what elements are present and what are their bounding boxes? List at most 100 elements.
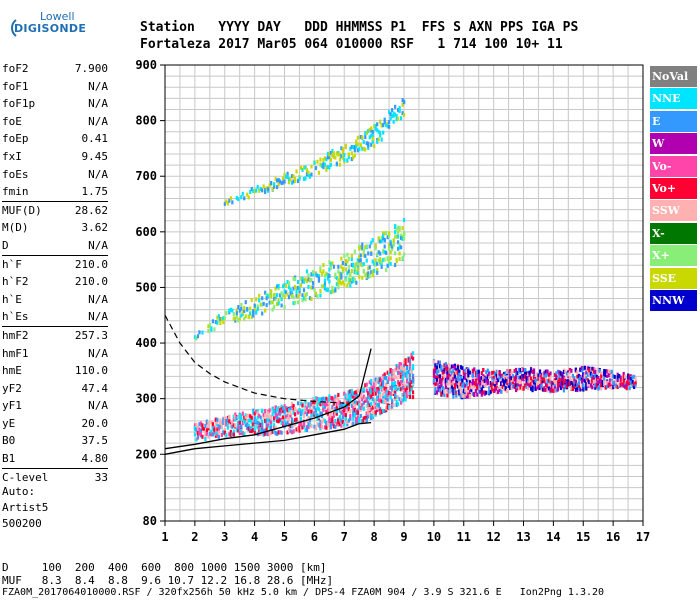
echo-point — [374, 400, 377, 405]
echo-point — [377, 380, 380, 385]
echo-point — [515, 371, 518, 376]
echo-point — [400, 368, 403, 373]
echo-point — [403, 236, 406, 241]
echo-point — [367, 391, 370, 396]
echo-point — [365, 411, 368, 416]
echo-point — [552, 382, 555, 387]
echo-point — [497, 370, 500, 375]
echo-point — [410, 355, 413, 360]
echo-point — [535, 385, 539, 390]
y-tick-label: 80 — [143, 514, 157, 528]
param-value: 257.3 — [74, 328, 108, 342]
echo-point — [231, 308, 234, 313]
echo-point — [313, 160, 316, 165]
echo-point — [246, 413, 249, 418]
echo-point — [302, 278, 306, 283]
echo-point — [589, 379, 592, 384]
echo-point — [576, 369, 579, 374]
echo-point — [392, 113, 395, 118]
echo-point — [370, 142, 373, 147]
echo-point — [515, 383, 518, 388]
echo-point — [397, 366, 400, 371]
echo-point — [510, 376, 513, 381]
echo-point — [462, 389, 465, 394]
echo-point — [547, 383, 551, 388]
echo-point — [304, 176, 307, 181]
echo-point — [523, 374, 527, 379]
param-row-yf2: yF2 47.4 — [2, 380, 108, 398]
echo-point — [244, 413, 247, 418]
echo-point — [225, 419, 228, 424]
echo-point — [295, 417, 298, 422]
echo-point — [459, 365, 462, 370]
echo-point — [358, 419, 361, 424]
echo-point — [329, 265, 333, 270]
echo-point — [332, 264, 335, 269]
echo-point — [364, 131, 367, 136]
echo-point — [196, 431, 200, 436]
echo-point — [283, 289, 286, 294]
echo-point — [401, 379, 404, 384]
echo-point — [310, 285, 313, 290]
echo-point — [609, 369, 612, 374]
echo-point — [500, 382, 503, 387]
echo-point — [391, 108, 394, 113]
echo-point — [538, 369, 542, 374]
echo-point — [307, 422, 310, 427]
echo-point — [401, 226, 404, 231]
echo-point — [273, 408, 276, 413]
echo-point — [610, 378, 613, 383]
echo-point — [217, 434, 220, 439]
param-value: 37.5 — [81, 434, 109, 448]
echo-point — [276, 302, 279, 307]
echo-point — [603, 382, 606, 387]
echo-point — [506, 375, 509, 380]
echo-point — [267, 186, 270, 191]
echo-point — [371, 392, 374, 397]
echo-point — [323, 397, 327, 402]
echo-point — [261, 311, 264, 316]
echo-point — [435, 374, 439, 379]
echo-point — [204, 437, 207, 442]
echo-point — [320, 411, 324, 416]
echo-point — [313, 410, 316, 415]
echo-point — [498, 388, 501, 393]
echo-point — [473, 381, 476, 386]
echo-point — [480, 375, 483, 380]
echo-point — [346, 252, 349, 257]
echo-point — [320, 163, 324, 168]
echo-point — [352, 394, 355, 399]
echo-point — [198, 430, 201, 435]
x-tick-label: 5 — [281, 530, 288, 544]
legend-item-ssw: SSW — [650, 200, 697, 222]
echo-point — [455, 368, 458, 373]
echo-point — [201, 423, 204, 428]
echo-point — [299, 416, 303, 421]
echo-point — [364, 147, 367, 152]
echo-point — [404, 394, 407, 399]
param-separator — [2, 200, 108, 202]
echo-point — [205, 428, 209, 433]
echo-point — [364, 415, 367, 420]
echo-point — [507, 381, 510, 386]
echo-point — [382, 386, 385, 391]
echo-point — [370, 401, 373, 406]
echo-point — [403, 99, 406, 104]
echo-point — [385, 397, 388, 402]
echo-point — [388, 120, 391, 125]
echo-point — [322, 396, 325, 401]
y-tick-label: 500 — [135, 280, 157, 294]
echo-point — [447, 389, 451, 394]
echo-point — [308, 406, 312, 411]
echo-point — [607, 382, 610, 387]
echo-point — [432, 368, 436, 373]
echo-point — [400, 374, 403, 379]
echo-point — [407, 357, 410, 362]
echo-point — [512, 374, 515, 379]
echo-point — [398, 109, 401, 114]
echo-point — [374, 243, 377, 248]
echo-point — [267, 410, 270, 415]
echo-point — [528, 383, 531, 388]
echo-point — [480, 392, 483, 397]
echo-point — [338, 272, 341, 277]
